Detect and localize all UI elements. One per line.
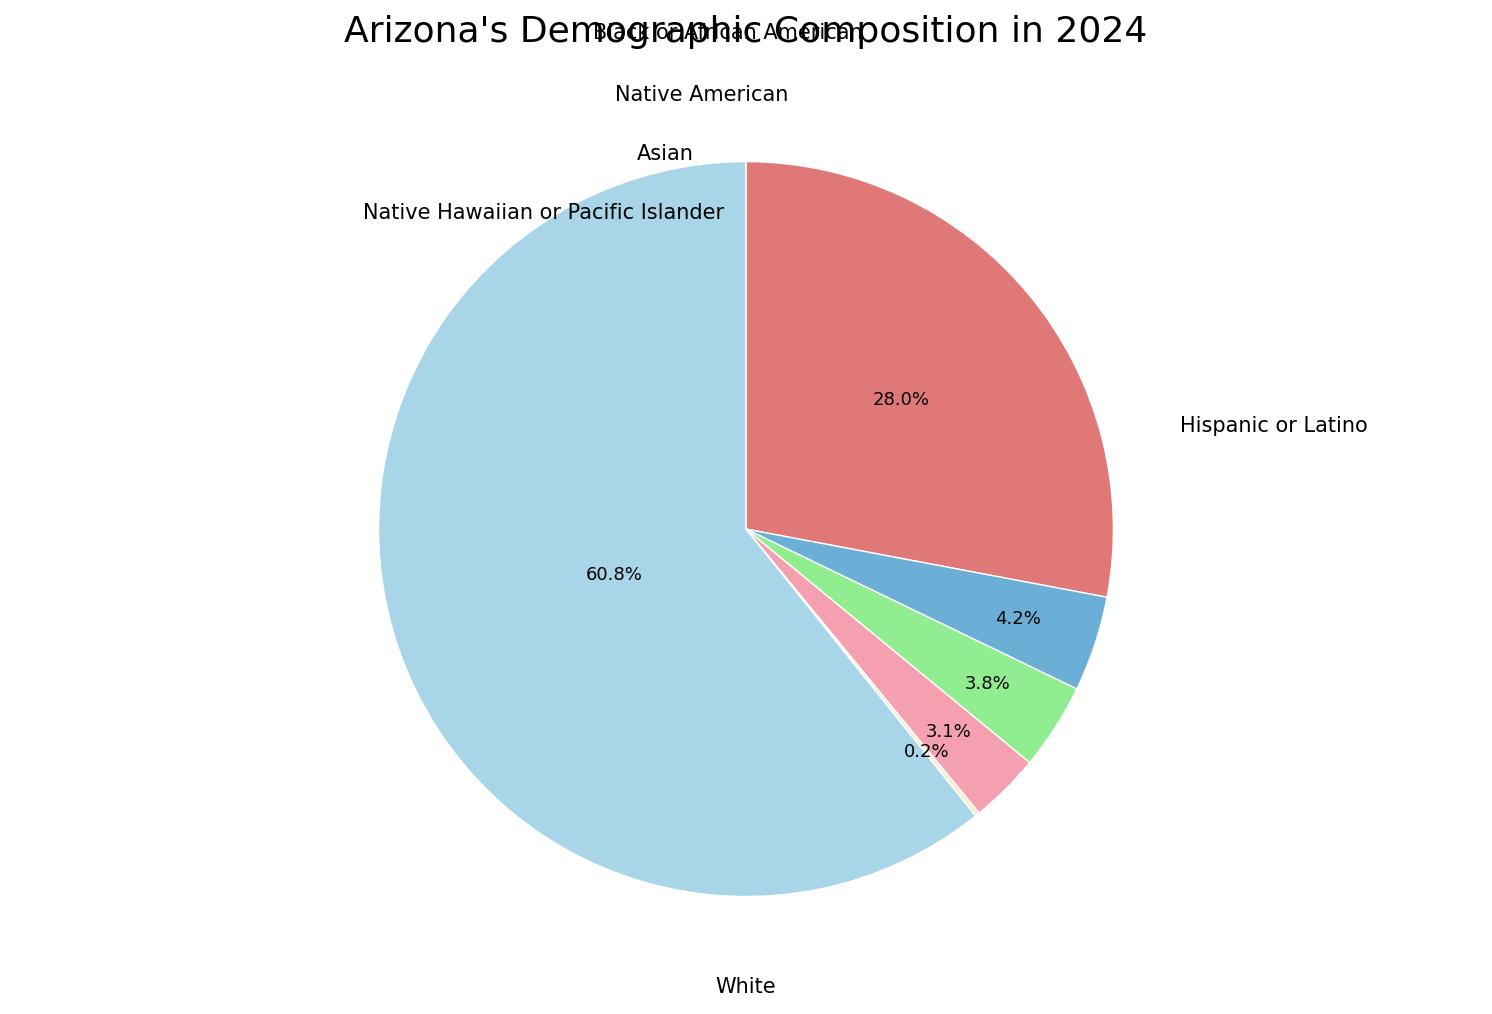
Title: Arizona's Demographic Composition in 2024: Arizona's Demographic Composition in 202… (345, 15, 1147, 49)
Wedge shape (746, 529, 979, 816)
Wedge shape (379, 161, 976, 896)
Text: Hispanic or Latino: Hispanic or Latino (1180, 416, 1367, 436)
Text: 4.2%: 4.2% (995, 609, 1041, 628)
Text: White: White (716, 977, 776, 998)
Wedge shape (746, 161, 1113, 597)
Wedge shape (746, 529, 1107, 690)
Text: 60.8%: 60.8% (586, 566, 643, 584)
Text: Asian: Asian (637, 144, 694, 164)
Text: Black or African American: Black or African American (592, 23, 862, 43)
Text: 28.0%: 28.0% (873, 391, 930, 409)
Wedge shape (746, 529, 1029, 813)
Text: Native Hawaiian or Pacific Islander: Native Hawaiian or Pacific Islander (364, 203, 725, 223)
Text: 0.2%: 0.2% (904, 742, 949, 760)
Text: 3.8%: 3.8% (964, 674, 1010, 693)
Wedge shape (746, 529, 1077, 763)
Text: Native American: Native American (615, 85, 789, 105)
Text: 3.1%: 3.1% (925, 723, 971, 741)
